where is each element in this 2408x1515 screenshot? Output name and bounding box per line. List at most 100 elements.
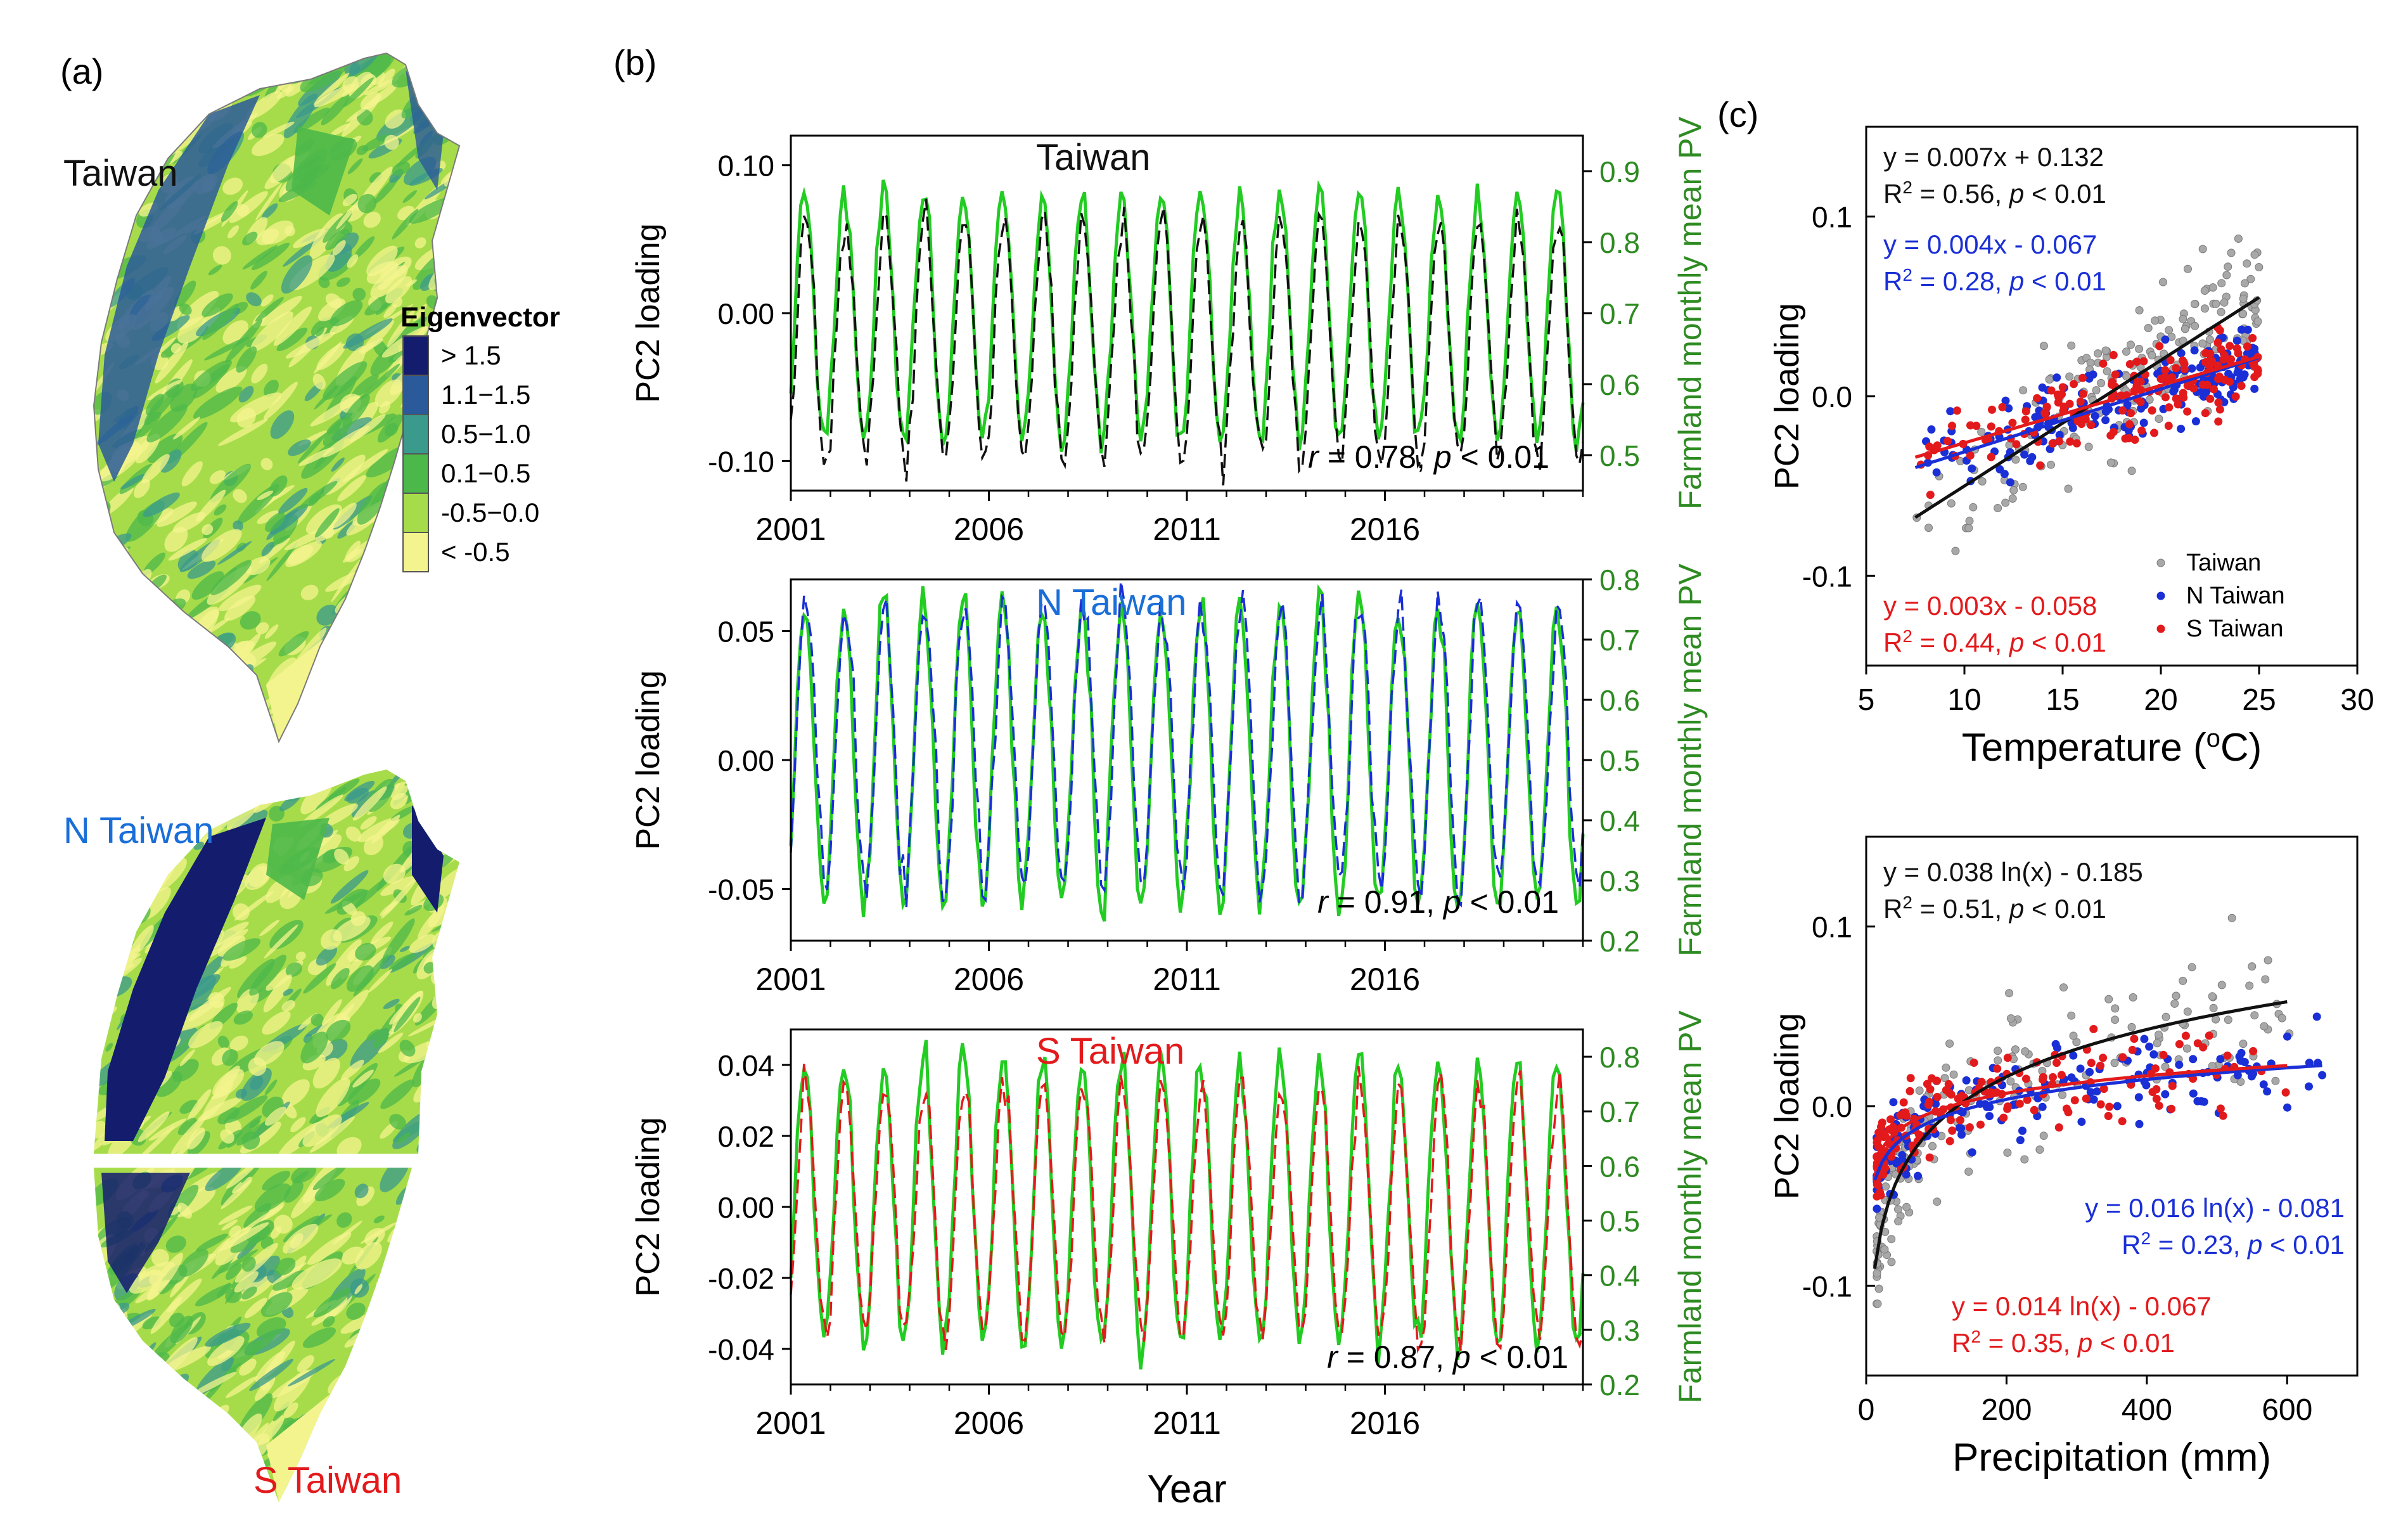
map-texture (250, 311, 293, 352)
y-tick-label: -0.04 (708, 1333, 774, 1366)
map-texture (450, 1004, 459, 1017)
scatter-point (2187, 364, 2196, 373)
map-texture (373, 1289, 411, 1324)
scatter-point (2161, 1062, 2170, 1071)
map-texture (328, 778, 360, 801)
scatter-point (2209, 1003, 2218, 1012)
scatter-point (2224, 262, 2232, 271)
scatter-point (2305, 1082, 2313, 1091)
map-texture (101, 112, 121, 135)
legend-marker (2156, 591, 2165, 600)
scatter-point (2008, 494, 2017, 503)
y-tick-label: 0.04 (717, 1049, 774, 1082)
map-texture (235, 1088, 247, 1099)
map-texture (385, 276, 413, 304)
map-texture (380, 955, 395, 969)
map-texture (345, 636, 371, 664)
map-texture (254, 1376, 276, 1402)
map-texture (120, 853, 140, 877)
map-texture (179, 788, 193, 799)
map-texture (382, 1346, 412, 1366)
map-texture (416, 591, 438, 615)
map-texture (354, 876, 390, 908)
scatter-point (2239, 294, 2248, 303)
scatter-point (2033, 394, 2042, 403)
map-texture (413, 304, 427, 322)
map-texture (337, 475, 366, 502)
scatter-point (2127, 409, 2136, 418)
scatter-point (2021, 1074, 2030, 1083)
scatter-point (1968, 464, 1976, 473)
fit-r2: R2 = 0.28, p < 0.01 (1883, 265, 2106, 297)
map-texture (142, 1316, 161, 1330)
scatter-point (2148, 351, 2156, 359)
map-texture (202, 770, 219, 786)
map-texture (355, 1242, 382, 1270)
map-texture (119, 584, 153, 628)
scatter-point (2184, 264, 2192, 273)
series-pv-b-top (789, 179, 1585, 454)
scatter-point (2156, 375, 2165, 384)
x-tick-label: 2016 (1350, 1405, 1420, 1441)
y-tick-label: 0.05 (717, 615, 774, 648)
map-texture (189, 631, 203, 645)
scatter-point (2001, 498, 2010, 507)
map-texture (440, 1235, 470, 1262)
map-texture (241, 1256, 256, 1272)
map-texture (131, 668, 163, 709)
map-texture (234, 891, 274, 921)
map-texture (273, 1215, 293, 1234)
y-axis-label: PC2 loading (630, 223, 667, 403)
scatter-point (1873, 1192, 1881, 1201)
map-texture (120, 639, 158, 663)
map-texture (414, 237, 426, 248)
map-texture (384, 134, 399, 150)
scatter-point (2239, 309, 2248, 318)
map-texture (376, 1298, 390, 1315)
map-texture (135, 1413, 155, 1428)
map-texture (139, 1471, 158, 1489)
fit-r2: R2 = 0.56, p < 0.01 (1883, 177, 2106, 209)
x-tick-label: 5 (1858, 683, 1875, 717)
map-texture (388, 699, 405, 714)
legend-label: S Taiwan (2186, 616, 2284, 642)
scatter-point (1985, 1112, 1994, 1121)
map-texture (224, 595, 256, 621)
map-texture (170, 343, 181, 354)
scatter-point (2066, 437, 2075, 446)
map-texture (264, 924, 298, 958)
map-texture (264, 379, 279, 397)
map-texture (323, 416, 352, 447)
scatter-point (2283, 1103, 2291, 1112)
map-texture (263, 974, 292, 1013)
map-texture (390, 792, 408, 809)
legend-title: Eigenvector (400, 302, 560, 333)
map-texture (94, 1436, 107, 1455)
map-texture (179, 303, 192, 316)
map-texture (440, 1313, 461, 1334)
map-texture (94, 503, 104, 517)
map-texture (128, 82, 142, 94)
y-tick-label: 0.1 (1812, 911, 1852, 944)
map-texture (444, 977, 457, 991)
map-texture (343, 695, 373, 726)
map-texture (255, 1351, 285, 1382)
map-texture (162, 646, 214, 675)
map-texture (208, 771, 247, 799)
map-texture (191, 571, 224, 600)
scatter-point (2227, 355, 2236, 364)
map-texture (343, 77, 374, 108)
legend-label: 1.1−1.5 (441, 380, 530, 409)
scatter-point (1926, 1085, 1935, 1093)
scatter-point (2125, 360, 2134, 368)
map-texture (312, 1057, 340, 1089)
map-texture (203, 929, 248, 960)
scatter-point (2263, 1087, 2272, 1096)
map-texture (193, 386, 243, 420)
legend-label: 0.5−1.0 (441, 419, 530, 449)
scatter-point (2099, 359, 2108, 368)
map-texture (123, 1430, 153, 1461)
map-texture (217, 1249, 259, 1274)
map-texture (138, 119, 152, 136)
map-texture (140, 61, 187, 96)
